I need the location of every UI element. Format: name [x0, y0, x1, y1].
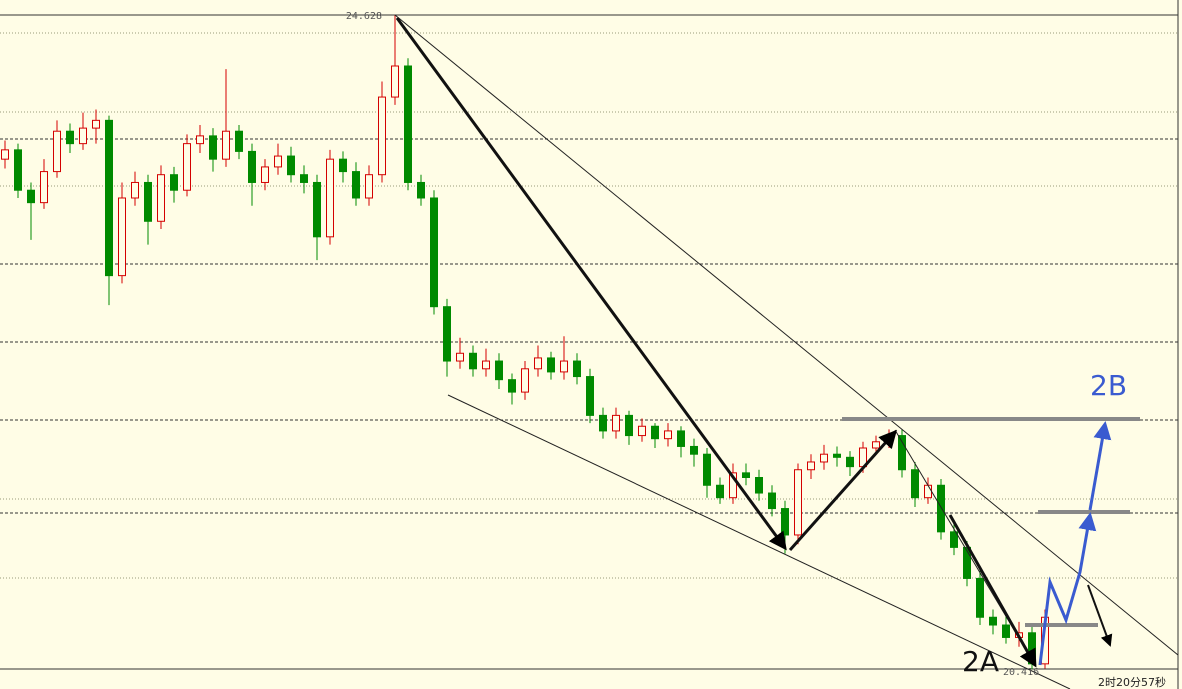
candle-body — [521, 368, 529, 393]
candle-body — [1002, 624, 1010, 638]
annotation: 2B — [1090, 369, 1127, 402]
candle-body — [313, 181, 321, 238]
trend-line — [447, 394, 1071, 689]
candle-body — [534, 357, 542, 370]
candle-body — [404, 65, 412, 183]
candle-body — [729, 472, 737, 499]
arrow — [395, 17, 787, 551]
candle-body — [573, 360, 581, 378]
candle-body — [716, 484, 724, 499]
candle-body — [40, 171, 48, 204]
candle-body — [703, 453, 711, 486]
candle-body — [118, 197, 126, 277]
blue-arrow — [1038, 512, 1097, 666]
candle-body — [820, 453, 828, 463]
candle-body — [924, 484, 932, 499]
low-label: 20.416 — [1003, 667, 1039, 678]
candle-body — [508, 379, 516, 393]
candles — [1, 15, 1049, 670]
candle-body — [547, 357, 555, 373]
candle-body — [352, 171, 360, 199]
candle-body — [92, 119, 100, 129]
candle-body — [755, 477, 763, 494]
candle-body — [430, 197, 438, 308]
candle-body — [456, 352, 464, 362]
candle-body — [807, 461, 815, 471]
candle-body — [144, 181, 152, 222]
candle-body — [469, 352, 477, 370]
candle-body — [677, 430, 685, 447]
candle-body — [872, 441, 880, 449]
candle-body — [690, 445, 698, 455]
blue-arrow — [1088, 421, 1112, 511]
candle-body — [391, 65, 399, 98]
candle-body — [248, 150, 256, 183]
candle-body — [976, 577, 984, 618]
candle-body — [222, 130, 230, 160]
annotation: 2A — [962, 645, 999, 678]
candle-body — [911, 469, 919, 499]
candle-body — [339, 158, 347, 173]
high-label: 24.628 — [346, 11, 382, 22]
candle-body — [274, 155, 282, 168]
candle-body — [378, 96, 386, 176]
candle-body — [937, 484, 945, 533]
candle-body — [300, 174, 308, 183]
candle-body — [495, 360, 503, 381]
arrow — [948, 514, 1037, 668]
candle-body — [79, 127, 87, 145]
candle-body — [586, 376, 594, 416]
candle-body — [950, 531, 958, 548]
candle-body — [482, 360, 490, 370]
candle-body — [638, 425, 646, 437]
trend-line — [394, 14, 1179, 656]
candle-body — [326, 158, 334, 238]
candle-body — [66, 130, 74, 145]
candle-body — [1, 149, 9, 160]
candle-body — [365, 174, 373, 199]
candle-body — [196, 135, 204, 145]
candle-body — [794, 469, 802, 536]
countdown: 2时20分57秒 — [1098, 675, 1166, 689]
candle-body — [14, 149, 22, 191]
candle-body — [235, 130, 243, 152]
candle-body — [833, 453, 841, 458]
candle-body — [781, 508, 789, 536]
candle-body — [599, 414, 607, 432]
candle-body — [287, 155, 295, 176]
arrow — [1087, 584, 1113, 647]
candle-body — [183, 143, 191, 191]
arrow — [788, 429, 897, 551]
candle-body — [157, 174, 165, 222]
candle-body — [261, 166, 269, 183]
candle-body — [53, 130, 61, 173]
candle-body — [625, 414, 633, 437]
candle-body — [27, 189, 35, 204]
drawings — [394, 14, 1179, 689]
candle-body — [612, 414, 620, 432]
candle-body — [989, 616, 997, 626]
candle-body — [651, 425, 659, 440]
candle-body — [170, 174, 178, 191]
candle-body — [443, 306, 451, 362]
candle-body — [846, 456, 854, 468]
candle-body — [560, 360, 568, 373]
candle-body — [209, 135, 217, 160]
candle-body — [768, 492, 776, 510]
candle-body — [417, 181, 425, 199]
candle-body — [105, 119, 113, 277]
candle-body — [664, 430, 672, 440]
candle-body — [898, 435, 906, 471]
candle-body — [131, 181, 139, 199]
candle-body — [742, 472, 750, 479]
